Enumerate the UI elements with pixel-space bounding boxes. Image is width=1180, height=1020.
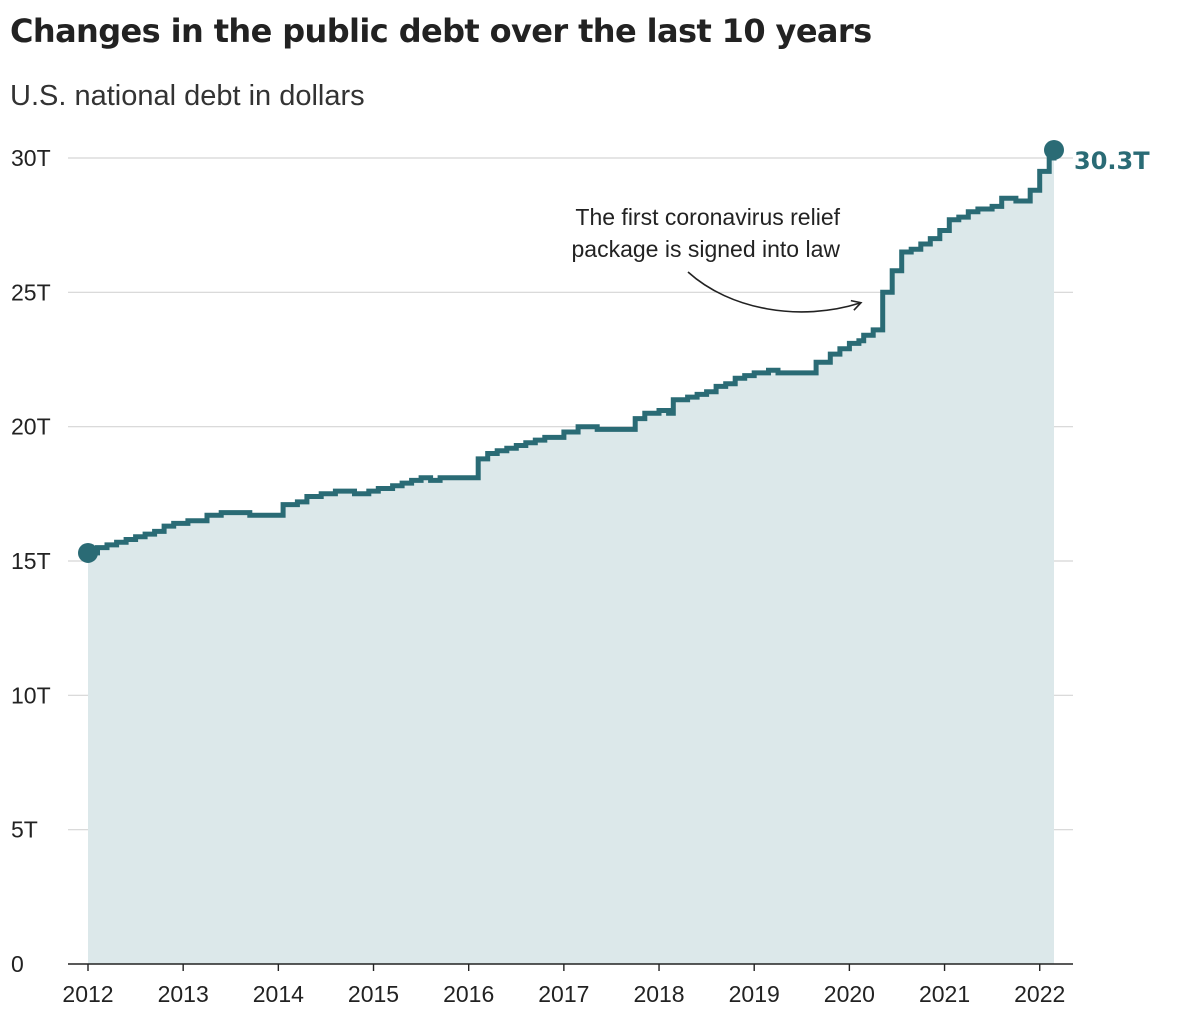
y-tick-label-25: 25T xyxy=(11,279,51,305)
annotation-line-2: package is signed into law xyxy=(572,236,841,262)
y-tick-label-30: 30T xyxy=(11,145,51,171)
x-tick-label-2016: 2016 xyxy=(443,981,494,1007)
y-tick-label-15: 15T xyxy=(11,548,51,574)
annotation-line-1: The first coronavirus relief xyxy=(575,204,840,230)
x-tick-label-2012: 2012 xyxy=(62,981,113,1007)
x-tick-label-2014: 2014 xyxy=(253,981,304,1007)
end-point-marker xyxy=(1044,139,1064,160)
x-tick-label-2019: 2019 xyxy=(729,981,780,1007)
x-tick-label-2022: 2022 xyxy=(1014,981,1065,1007)
x-tick-label-2013: 2013 xyxy=(158,981,209,1007)
y-tick-label-10: 10T xyxy=(11,682,51,708)
x-tick-label-2021: 2021 xyxy=(919,981,970,1007)
annotation-arrow xyxy=(687,271,863,313)
chart-subtitle: U.S. national debt in dollars xyxy=(10,80,365,112)
axes: 0 5T 10T 15T 20T 25T 30T 2012 2013 2014 2015 2016 20… xyxy=(11,145,1073,1007)
end-value-label: 30.3T xyxy=(1074,147,1150,175)
debt-series-line xyxy=(88,149,1057,556)
area-layer xyxy=(88,149,1057,964)
chart-title: Changes in the public debt over the last… xyxy=(10,12,872,50)
debt-area-fill xyxy=(88,149,1054,964)
start-point-marker xyxy=(78,542,98,563)
x-tick-label-2018: 2018 xyxy=(633,981,684,1007)
x-tick-label-2017: 2017 xyxy=(538,981,589,1007)
y-tick-label-20: 20T xyxy=(11,414,51,440)
markers: 30.3T xyxy=(78,139,1150,563)
x-tick-label-2020: 2020 xyxy=(824,981,875,1007)
annotation-layer: The first coronavirus relief package is … xyxy=(572,204,863,313)
x-tick-label-2015: 2015 xyxy=(348,981,399,1007)
y-tick-label-5: 5T xyxy=(11,817,38,843)
y-tick-label-0: 0 xyxy=(11,951,24,977)
